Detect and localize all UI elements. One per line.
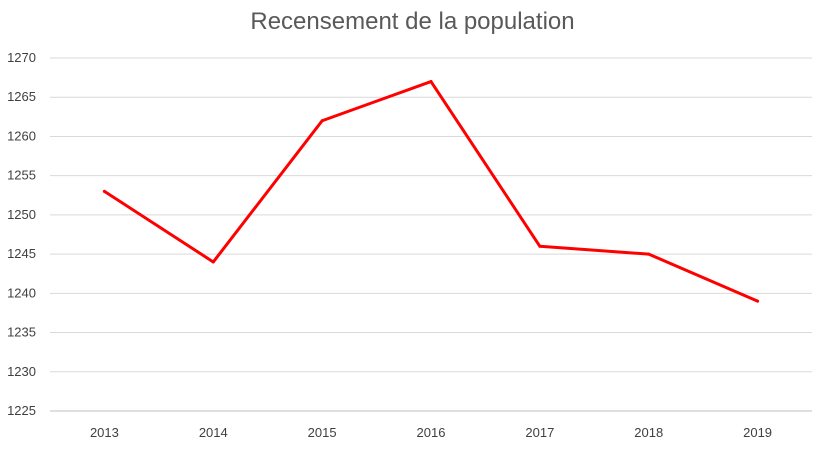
y-tick-label: 1265 — [7, 89, 36, 104]
y-tick-label: 1245 — [7, 246, 36, 261]
x-axis: 2013 2014 2015 2016 2017 2018 2019 — [90, 425, 772, 440]
x-tick-label: 2017 — [525, 425, 554, 440]
data-point — [320, 119, 324, 123]
y-tick-label: 1240 — [7, 285, 36, 300]
data-point — [102, 189, 106, 193]
series-line — [102, 80, 760, 303]
x-tick-label: 2016 — [417, 425, 446, 440]
data-point — [538, 244, 542, 248]
y-tick-label: 1230 — [7, 364, 36, 379]
y-tick-label: 1255 — [7, 168, 36, 183]
chart-title: Recensement de la population — [250, 8, 575, 35]
series-layer — [102, 80, 760, 303]
y-tick-label: 1225 — [7, 403, 36, 418]
x-tick-label: 2019 — [743, 425, 772, 440]
data-point — [647, 252, 651, 256]
data-point — [756, 299, 760, 303]
y-tick-label: 1270 — [7, 50, 36, 65]
y-axis: 1225 1230 1235 1240 1245 1250 1255 1260 1265 1270 — [7, 50, 36, 418]
x-tick-label: 2013 — [90, 425, 119, 440]
x-tick-label: 2018 — [634, 425, 663, 440]
y-tick-label: 1260 — [7, 128, 36, 143]
y-tick-label: 1250 — [7, 207, 36, 222]
data-point — [429, 80, 433, 84]
gridlines — [50, 57, 812, 412]
x-tick-label: 2014 — [199, 425, 228, 440]
data-point — [211, 260, 215, 264]
y-tick-label: 1235 — [7, 325, 36, 340]
x-tick-label: 2015 — [308, 425, 337, 440]
